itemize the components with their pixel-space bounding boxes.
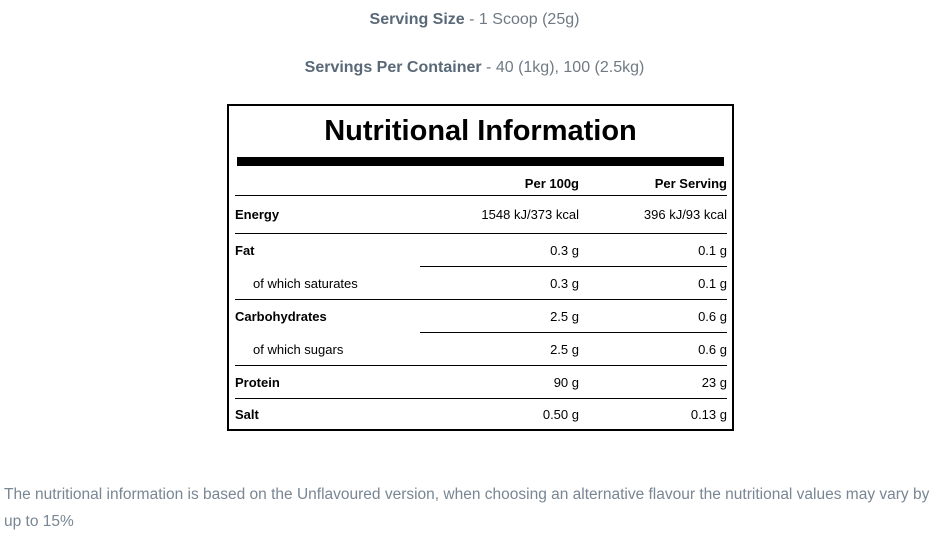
row-value-per-serving: 0.13 g xyxy=(690,406,727,422)
column-header-per-100g: Per 100g xyxy=(524,176,579,191)
row-value-per-100g: 0.50 g xyxy=(542,406,579,422)
nutrition-footnote: The nutritional information is based on … xyxy=(4,486,930,530)
row-value-per-serving: 0.1 g xyxy=(698,242,727,258)
row-divider xyxy=(235,365,727,366)
servings-per-container-label: Servings Per Container xyxy=(304,59,482,76)
table-row-saturates: of which saturates 0.3 g 0.1 g xyxy=(235,267,727,299)
serving-size-label: Serving Size xyxy=(369,11,465,28)
table-row-fat: Fat 0.3 g 0.1 g xyxy=(235,234,727,266)
row-value-per-100g: 2.5 g xyxy=(550,341,579,357)
panel-title: Nutritional Information xyxy=(324,115,637,147)
row-label: Fat xyxy=(235,242,255,258)
row-divider xyxy=(235,233,727,234)
serving-size-line: Serving Size - 1 Scoop (25g) xyxy=(0,11,949,29)
row-divider xyxy=(235,195,727,196)
row-label: Carbohydrates xyxy=(235,308,327,324)
nutrition-panel: Nutritional Information Per 100g Per Ser… xyxy=(227,104,734,431)
table-row-salt: Salt 0.50 g 0.13 g xyxy=(235,399,727,429)
row-value-per-100g: 2.5 g xyxy=(550,308,579,324)
row-divider-partial xyxy=(420,332,727,333)
row-label: Salt xyxy=(235,406,259,422)
servings-per-container-line: Servings Per Container - 40 (1kg), 100 (… xyxy=(0,59,949,77)
table-row-energy: Energy 1548 kJ/373 kcal 396 kJ/93 kcal xyxy=(235,196,727,233)
row-value-per-100g: 0.3 g xyxy=(550,242,579,258)
servings-per-container-value: - 40 (1kg), 100 (2.5kg) xyxy=(486,59,645,76)
row-value-per-100g: 90 g xyxy=(553,374,579,390)
row-value-per-100g: 0.3 g xyxy=(550,275,579,291)
row-value-per-serving: 0.6 g xyxy=(698,308,727,324)
column-header-per-serving: Per Serving xyxy=(654,176,727,191)
table-row-protein: Protein 90 g 23 g xyxy=(235,366,727,398)
row-value-per-serving: 23 g xyxy=(701,374,727,390)
table-header-row: Per 100g Per Serving xyxy=(235,166,727,195)
row-label: of which sugars xyxy=(253,341,344,357)
row-divider xyxy=(235,398,727,399)
row-value-per-serving: 0.1 g xyxy=(698,275,727,291)
black-separator-bar xyxy=(237,157,724,166)
row-label: of which saturates xyxy=(253,275,358,291)
row-value-per-100g: 1548 kJ/373 kcal xyxy=(481,207,579,222)
table-row-sugars: of which sugars 2.5 g 0.6 g xyxy=(235,333,727,365)
row-label: Protein xyxy=(235,374,280,390)
serving-size-value: - 1 Scoop (25g) xyxy=(469,11,580,28)
row-value-per-serving: 396 kJ/93 kcal xyxy=(643,207,727,222)
row-label: Energy xyxy=(235,207,280,222)
nutrition-table: Per 100g Per Serving Energy 1548 kJ/373 … xyxy=(235,166,727,429)
row-divider xyxy=(235,299,727,300)
row-value-per-serving: 0.6 g xyxy=(698,341,727,357)
table-row-carbohydrates: Carbohydrates 2.5 g 0.6 g xyxy=(235,300,727,332)
row-divider-partial xyxy=(420,266,727,267)
